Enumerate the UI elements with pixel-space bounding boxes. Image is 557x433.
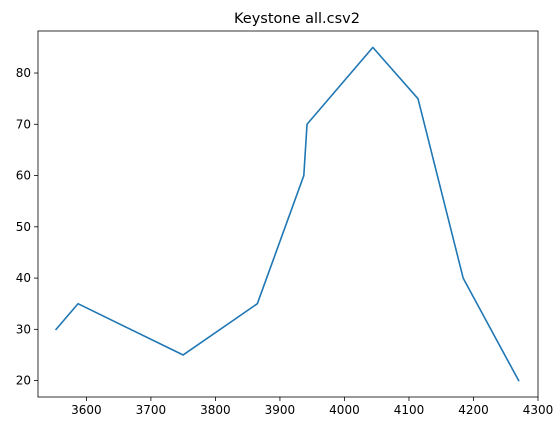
plot-area (37, 30, 539, 398)
y-tick-label: 30 (16, 322, 31, 336)
x-tick-label: 3700 (136, 403, 167, 417)
x-tick-label: 4200 (458, 403, 489, 417)
y-tick-label: 80 (16, 66, 31, 80)
x-tick-label: 4000 (329, 403, 360, 417)
x-tick-label: 3900 (265, 403, 296, 417)
chart-title: Keystone all.csv2 (234, 11, 360, 27)
y-tick-label: 40 (16, 271, 31, 285)
y-axis: 20 30 40 50 60 70 80 (16, 66, 38, 388)
x-tick-label: 3600 (71, 403, 102, 417)
y-tick-label: 20 (16, 374, 31, 388)
y-tick-label: 60 (16, 169, 31, 183)
x-tick-label: 4100 (394, 403, 425, 417)
x-tick-label: 4300 (523, 403, 554, 417)
series-line (54, 46, 520, 382)
y-tick-label: 70 (16, 117, 31, 131)
axes-frame (37, 30, 539, 398)
x-tick-label: 3800 (200, 403, 231, 417)
y-tick-label: 50 (16, 220, 31, 234)
x-axis: 3600 3700 3800 3900 4000 4100 4200 4300 (71, 397, 553, 417)
